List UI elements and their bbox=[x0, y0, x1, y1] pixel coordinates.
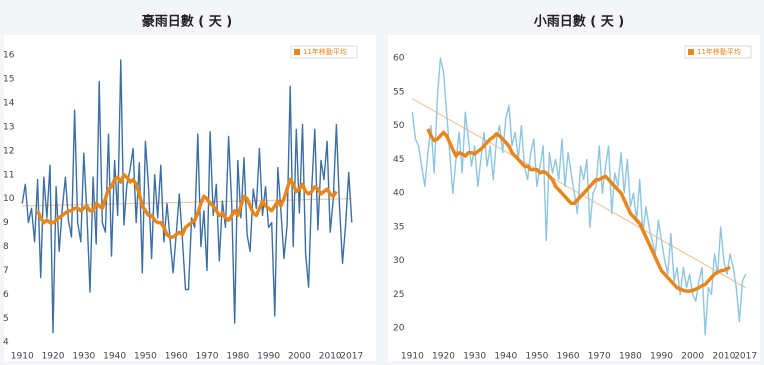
x-tick-label: 1960 bbox=[557, 352, 580, 362]
x-tick-label: 1930 bbox=[463, 352, 486, 362]
x-tick-label: 2017 bbox=[734, 352, 757, 362]
x-tick-label: 2010 bbox=[712, 352, 735, 362]
legend-label: 11年移動平均 bbox=[303, 47, 347, 56]
y-tick-label: 45 bbox=[393, 155, 404, 165]
y-tick-label: 15 bbox=[3, 75, 14, 85]
annual-line bbox=[411, 57, 747, 336]
y-tick-label: 12 bbox=[3, 146, 14, 156]
y-tick-label: 50 bbox=[393, 121, 405, 131]
moving-average-line bbox=[426, 128, 731, 293]
x-tick-label: 1980 bbox=[619, 352, 642, 362]
y-tick-label: 35 bbox=[393, 222, 404, 232]
x-tick-label: 1940 bbox=[103, 352, 126, 362]
x-tick-label: 2000 bbox=[288, 352, 311, 362]
legend-box bbox=[290, 45, 358, 59]
x-tick-label: 1950 bbox=[525, 352, 548, 362]
y-tick-label: 10 bbox=[3, 194, 15, 204]
x-tick-label: 1950 bbox=[134, 352, 157, 362]
y-tick-label: 5 bbox=[3, 314, 9, 324]
x-tick-label: 2000 bbox=[681, 352, 704, 362]
x-tick-label: 1930 bbox=[72, 352, 95, 362]
chart-title: 小雨日數 ( 天 ) bbox=[534, 14, 624, 30]
y-tick-label: 13 bbox=[3, 122, 14, 132]
y-tick-label: 14 bbox=[3, 99, 15, 109]
y-tick-label: 25 bbox=[393, 290, 404, 300]
y-tick-label: 11 bbox=[3, 170, 14, 180]
y-tick-label: 60 bbox=[393, 54, 405, 64]
x-tick-label: 1910 bbox=[11, 352, 34, 362]
x-tick-label: 1990 bbox=[257, 352, 280, 362]
chart-title: 豪雨日數 ( 天 ) bbox=[142, 14, 232, 30]
x-tick-label: 2010 bbox=[319, 352, 342, 362]
y-tick-label: 16 bbox=[3, 51, 15, 61]
y-tick-label: 8 bbox=[3, 242, 9, 252]
y-tick-label: 6 bbox=[3, 290, 9, 300]
annual-line bbox=[21, 59, 353, 334]
x-tick-label: 1980 bbox=[226, 352, 249, 362]
legend-label: 11年移動平均 bbox=[697, 47, 741, 56]
legend-swatch bbox=[688, 49, 694, 55]
legend-box bbox=[684, 45, 752, 59]
legend-swatch bbox=[294, 49, 300, 55]
y-tick-label: 20 bbox=[393, 324, 405, 334]
x-tick-label: 1970 bbox=[196, 352, 219, 362]
y-tick-label: 7 bbox=[3, 266, 9, 276]
x-tick-label: 1910 bbox=[401, 352, 424, 362]
y-tick-label: 40 bbox=[393, 189, 405, 199]
x-tick-label: 1920 bbox=[432, 352, 455, 362]
panel bbox=[4, 35, 376, 361]
y-tick-label: 55 bbox=[393, 87, 404, 97]
x-tick-label: 1940 bbox=[494, 352, 517, 362]
x-tick-label: 1920 bbox=[42, 352, 65, 362]
x-tick-label: 1970 bbox=[588, 352, 611, 362]
y-tick-label: 9 bbox=[3, 218, 9, 228]
y-tick-label: 4 bbox=[3, 338, 9, 348]
moving-average-line bbox=[35, 173, 338, 239]
panel bbox=[388, 35, 760, 361]
x-tick-label: 1990 bbox=[650, 352, 673, 362]
x-tick-label: 1960 bbox=[165, 352, 188, 362]
x-tick-label: 2017 bbox=[340, 352, 363, 362]
y-tick-label: 30 bbox=[393, 256, 405, 266]
